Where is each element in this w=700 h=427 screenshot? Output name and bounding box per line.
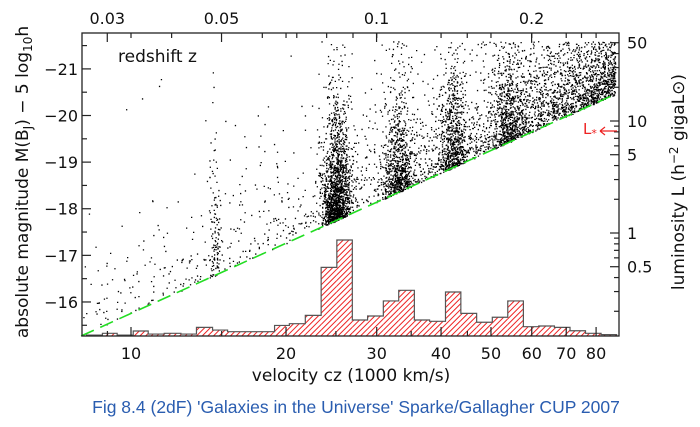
histogram-bar <box>336 240 353 336</box>
histogram-bar <box>148 334 165 336</box>
y-tick-label: −16 <box>44 293 78 312</box>
x-tick-label: 20 <box>276 344 296 363</box>
x-tick-label: 50 <box>481 344 501 363</box>
histogram-bar <box>258 331 275 336</box>
histogram <box>86 239 618 336</box>
histogram-bar <box>398 290 415 336</box>
histogram-bar <box>414 319 430 336</box>
histogram-bar <box>180 334 197 336</box>
histogram-bar <box>196 327 213 336</box>
l-star-annotation: L* <box>583 120 617 140</box>
histogram-bar <box>164 333 181 336</box>
histogram-bar <box>227 331 244 336</box>
histogram-bar <box>133 331 149 336</box>
l-star-label: L* <box>583 120 597 140</box>
histogram-bar <box>383 300 399 336</box>
histogram-bar <box>243 331 259 336</box>
histogram-bar <box>476 322 493 336</box>
histogram-bar <box>102 333 118 336</box>
histogram-bar <box>507 300 524 336</box>
y-tick-label: −18 <box>44 200 78 219</box>
y-axis-title-left: absolute magnitude M(BJ) − 5 log10h <box>13 26 35 338</box>
right-tick-label: 5 <box>627 146 637 165</box>
limit-line-segment <box>80 93 616 337</box>
x-tick-label: 60 <box>522 344 542 363</box>
histogram-bar <box>523 326 539 336</box>
x-axis-title: velocity cz (1000 km/s) <box>252 366 450 386</box>
y-tick-label: −21 <box>44 60 78 79</box>
histogram-bar <box>321 267 337 336</box>
x-tick-label: 80 <box>586 344 606 363</box>
top-tick-label: 0.05 <box>204 9 240 28</box>
histogram-bar <box>445 292 461 336</box>
right-tick-label: 1 <box>627 224 637 243</box>
histogram-bar <box>305 315 322 336</box>
histogram-bar <box>352 319 368 336</box>
y-tick-label: −19 <box>44 153 78 172</box>
histogram-bar <box>289 323 306 336</box>
histogram-bar <box>274 325 290 336</box>
histogram-bar <box>460 313 477 336</box>
y-tick-label: −20 <box>44 107 78 126</box>
histogram-bar <box>601 334 617 336</box>
histogram-bar <box>538 326 555 336</box>
right-tick-label: 0.5 <box>627 258 652 277</box>
histogram-outline <box>86 239 618 336</box>
top-tick-label: 0.2 <box>519 9 544 28</box>
x-tick-label: 70 <box>556 344 576 363</box>
histogram-bar <box>492 317 508 336</box>
histogram-bar <box>212 330 228 336</box>
histogram-bar <box>554 327 571 336</box>
histogram-bar <box>570 330 586 336</box>
right-tick-label: 50 <box>627 34 647 53</box>
figure-caption: Fig 8.4 (2dF) 'Galaxies in the Universe'… <box>92 397 620 417</box>
top-tick-label: 0.03 <box>89 9 125 28</box>
y-axis-title-right: luminosity L (h−2 gigaL⊙) <box>667 74 689 290</box>
limit-line <box>80 93 616 337</box>
x-tick-label: 30 <box>367 344 387 363</box>
plot-frame <box>81 32 620 337</box>
histogram-bar <box>585 333 602 336</box>
x-tick-label: 40 <box>431 344 451 363</box>
x-tick-label: 10 <box>121 344 141 363</box>
top-tick-label: 0.1 <box>364 9 389 28</box>
histogram-bar <box>367 316 384 336</box>
y-tick-label: −17 <box>44 246 78 265</box>
histogram-bar <box>429 321 446 336</box>
axis-ticks: 10 20 30 40 50 60 70 80 0.03 0.05 0.1 0.2 −21 −20 −19 −… <box>44 9 652 363</box>
top-axis-label: redshift z <box>118 47 197 67</box>
right-tick-label: 10 <box>627 112 647 131</box>
arrow-icon <box>599 126 617 136</box>
